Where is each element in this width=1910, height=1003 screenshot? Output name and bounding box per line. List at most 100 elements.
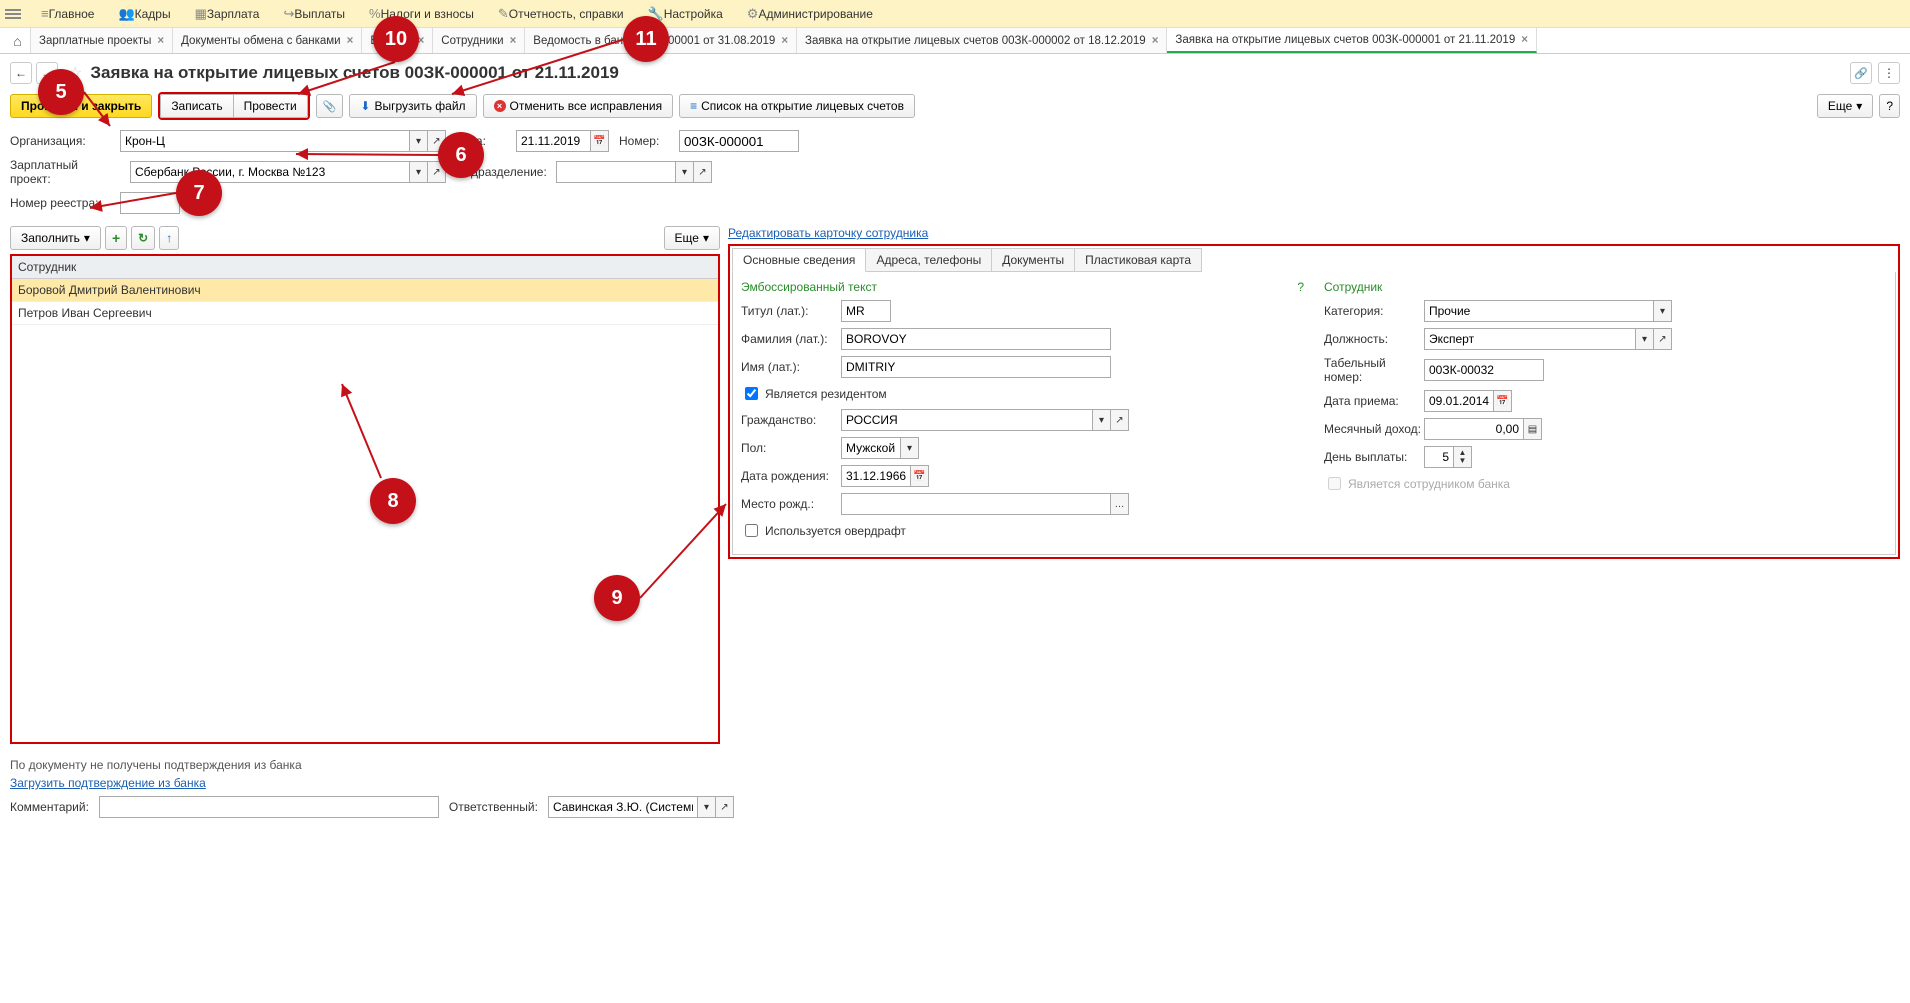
menu-icon: %: [369, 6, 381, 21]
edit-card-link[interactable]: Редактировать карточку сотрудника: [728, 226, 928, 240]
load-confirm-link[interactable]: Загрузить подтверждение из банка: [10, 776, 206, 790]
nav-back-button[interactable]: ←: [10, 62, 32, 84]
category-input[interactable]: [1424, 300, 1654, 322]
tabnum-input[interactable]: [1424, 359, 1544, 381]
tab[interactable]: Заявка на открытие лицевых счетов 00ЗК-0…: [1167, 28, 1537, 53]
birth-input[interactable]: [841, 465, 911, 487]
list-button[interactable]: Список на открытие лицевых счетов: [679, 94, 915, 118]
home-icon: [13, 33, 21, 49]
export-button[interactable]: Выгрузить файл: [349, 94, 476, 118]
write-button[interactable]: Записать: [160, 94, 233, 118]
income-input[interactable]: [1424, 418, 1524, 440]
tabs-bar: Зарплатные проекты×Документы обмена с ба…: [0, 28, 1910, 54]
employees-table[interactable]: Сотрудник Боровой Дмитрий ВалентиновичПе…: [10, 254, 720, 744]
info-text: По документу не получены подтверждения и…: [10, 758, 1900, 772]
proj-dropdown[interactable]: ▾: [410, 161, 428, 183]
tab[interactable]: Зарплатные проекты×: [31, 28, 173, 53]
add-button[interactable]: [105, 226, 127, 250]
list-icon: [690, 99, 697, 113]
proj-input[interactable]: [130, 161, 410, 183]
details-tab[interactable]: Документы: [991, 248, 1075, 272]
date-cal[interactable]: [591, 130, 609, 152]
resp-label: Ответственный:: [449, 800, 538, 814]
post-button[interactable]: Провести: [233, 94, 308, 118]
close-icon[interactable]: ×: [1152, 35, 1159, 47]
close-icon[interactable]: ×: [347, 35, 354, 47]
details-tab[interactable]: Основные сведения: [732, 248, 866, 272]
reg-input[interactable]: [120, 192, 180, 214]
payday-input[interactable]: [1424, 446, 1454, 468]
name-lat-input[interactable]: [841, 356, 1111, 378]
up-icon: [166, 231, 172, 245]
top-menu-Кадры[interactable]: 👥Кадры: [106, 0, 182, 27]
menu-toggle-icon[interactable]: [5, 9, 21, 19]
table-row[interactable]: Боровой Дмитрий Валентинович: [12, 279, 718, 302]
left-more-button[interactable]: Еще ▾: [664, 226, 720, 250]
org-label: Организация:: [10, 134, 110, 148]
cancel-icon: ×: [494, 100, 506, 112]
fill-button[interactable]: Заполнить ▾: [10, 226, 101, 250]
help-icon[interactable]: ?: [1297, 280, 1304, 294]
resp-input[interactable]: [548, 796, 698, 818]
details-pane: Редактировать карточку сотрудника Основн…: [728, 226, 1900, 744]
menu-icon: 👥: [118, 6, 134, 22]
comment-input[interactable]: [99, 796, 439, 818]
proj-label: Зарплатный проект:: [10, 158, 120, 186]
title-area: ← → ☆ Заявка на открытие лицевых счетов …: [0, 54, 1910, 88]
overdraft-checkbox[interactable]: [745, 524, 758, 537]
cancel-fixes-button[interactable]: ×Отменить все исправления: [483, 94, 674, 118]
top-menu-Администрирование[interactable]: ⚙Администрирование: [735, 0, 885, 27]
tab[interactable]: Документы обмена с банками×: [173, 28, 362, 53]
page-title: Заявка на открытие лицевых счетов 00ЗК-0…: [90, 63, 619, 83]
gender-input[interactable]: [841, 437, 901, 459]
dept-open[interactable]: ↗: [694, 161, 712, 183]
top-menu-Налоги и взносы[interactable]: %Налоги и взносы: [357, 0, 486, 27]
attach-button[interactable]: [316, 94, 344, 118]
menu-icon: ✎: [498, 6, 509, 22]
citizenship-input[interactable]: [841, 409, 1093, 431]
dept-dropdown[interactable]: ▾: [676, 161, 694, 183]
annotation-6: 6: [438, 132, 484, 178]
help-button[interactable]: ?: [1879, 94, 1900, 118]
num-label: Номер:: [619, 134, 669, 148]
details-tab[interactable]: Пластиковая карта: [1074, 248, 1202, 272]
annotation-7: 7: [176, 170, 222, 216]
bank-emp-checkbox: [1328, 477, 1341, 490]
up-button[interactable]: [159, 226, 179, 250]
annotation-9: 9: [594, 575, 640, 621]
header-form: Организация: ▾↗ Дата: Номер: Зарплатный …: [0, 124, 1910, 226]
close-icon[interactable]: ×: [781, 35, 788, 47]
num-input[interactable]: [679, 130, 799, 152]
emboss-title: Эмбоссированный текст: [741, 280, 877, 294]
surname-lat-input[interactable]: [841, 328, 1111, 350]
refresh-button[interactable]: [131, 226, 155, 250]
top-menu-Зарплата[interactable]: ▦Зарплата: [183, 0, 272, 27]
attach-icon: [323, 99, 337, 113]
top-menu-Главное[interactable]: ≡Главное: [29, 0, 106, 27]
birthplace-input[interactable]: [841, 493, 1111, 515]
close-icon[interactable]: ×: [1521, 34, 1528, 46]
date-input[interactable]: [516, 130, 591, 152]
details-tab[interactable]: Адреса, телефоны: [865, 248, 992, 272]
hire-input[interactable]: [1424, 390, 1494, 412]
position-input[interactable]: [1424, 328, 1636, 350]
link-icon[interactable]: [1850, 62, 1872, 84]
export-icon: [360, 99, 370, 113]
table-row[interactable]: Петров Иван Сергеевич: [12, 302, 718, 325]
tab[interactable]: Заявка на открытие лицевых счетов 00ЗК-0…: [797, 28, 1167, 53]
resident-checkbox[interactable]: [745, 387, 758, 400]
org-input[interactable]: [120, 130, 410, 152]
home-tab[interactable]: [5, 28, 31, 53]
tab[interactable]: Сотрудники×: [433, 28, 525, 53]
org-dropdown[interactable]: ▾: [410, 130, 428, 152]
employee-title: Сотрудник: [1324, 280, 1887, 294]
close-icon[interactable]: ×: [510, 35, 517, 47]
close-icon[interactable]: ×: [157, 35, 164, 47]
dept-input[interactable]: [556, 161, 676, 183]
title-lat-input[interactable]: [841, 300, 891, 322]
footer-area: По документу не получены подтверждения и…: [0, 754, 1910, 822]
top-menu-Отчетность, справки[interactable]: ✎Отчетность, справки: [486, 0, 636, 27]
more-menu-icon[interactable]: ⋮: [1878, 62, 1900, 84]
more-button[interactable]: Еще ▾: [1817, 94, 1873, 118]
top-menu-Выплаты[interactable]: ↪Выплаты: [271, 0, 357, 27]
